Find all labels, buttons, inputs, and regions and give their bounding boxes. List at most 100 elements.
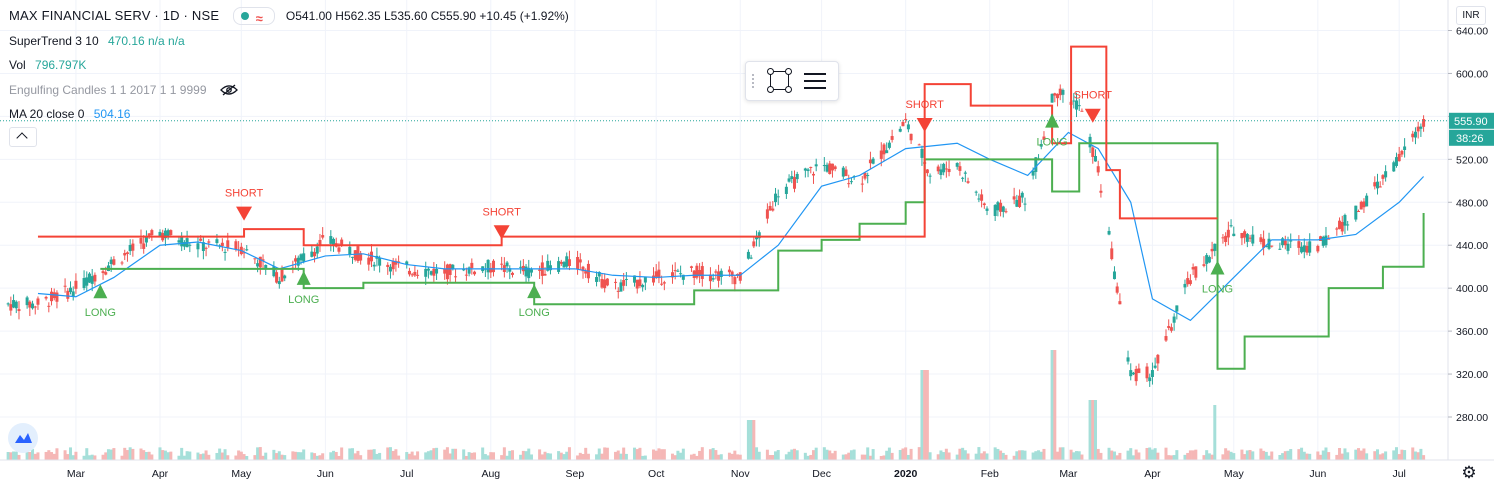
volume-bar bbox=[1183, 454, 1187, 460]
candle-body bbox=[33, 306, 37, 308]
time-tick-label: Sep bbox=[566, 468, 585, 480]
candle-body bbox=[226, 240, 230, 248]
line-style-icon[interactable] bbox=[804, 72, 830, 90]
market-status-pill[interactable]: ≈ bbox=[232, 6, 275, 26]
candle-body bbox=[1270, 245, 1274, 247]
legend-engulfing[interactable]: Engulfing Candles 1 1 2017 1 1 9999 bbox=[9, 78, 569, 103]
volume-bar bbox=[201, 453, 205, 460]
volume-bar bbox=[1378, 454, 1382, 460]
candle-body bbox=[315, 246, 319, 254]
volume-bar bbox=[158, 447, 162, 460]
candle-body bbox=[1153, 365, 1157, 368]
candle-body bbox=[348, 246, 352, 255]
candle-body bbox=[909, 133, 913, 141]
candle-body bbox=[144, 237, 148, 243]
volume-bar bbox=[1400, 449, 1404, 460]
volume-bar bbox=[310, 452, 314, 460]
candle-body bbox=[1346, 224, 1350, 226]
price-tick-label: 320.00 bbox=[1456, 369, 1488, 381]
volume-bar bbox=[1088, 400, 1092, 460]
volume-bar bbox=[500, 455, 504, 460]
candle-body bbox=[955, 162, 959, 167]
candle-body bbox=[1281, 238, 1285, 246]
volume-bar bbox=[470, 452, 474, 460]
time-tick-label: Mar bbox=[1059, 468, 1078, 480]
volume-bar bbox=[313, 453, 317, 460]
volume-bar bbox=[1096, 448, 1100, 460]
volume-bar bbox=[765, 449, 769, 460]
volume-bar bbox=[142, 450, 146, 460]
candle-body bbox=[369, 251, 373, 262]
volume-bar bbox=[546, 453, 550, 460]
candle-body bbox=[508, 268, 512, 272]
volume-bar bbox=[746, 420, 750, 460]
volume-bar bbox=[833, 450, 837, 460]
candle-body bbox=[917, 144, 921, 146]
candle-body bbox=[359, 253, 363, 261]
drawing-toolbar[interactable] bbox=[745, 61, 839, 101]
volume-bar bbox=[1110, 450, 1114, 460]
legend-supertrend[interactable]: SuperTrend 3 10 470.16 n/a n/a bbox=[9, 29, 569, 54]
volume-bar bbox=[521, 450, 525, 460]
candle-body bbox=[1202, 264, 1206, 266]
volume-bar bbox=[1267, 455, 1271, 460]
long-label: LONG bbox=[519, 307, 550, 319]
candle-body bbox=[1232, 233, 1236, 237]
volume-bar bbox=[1015, 451, 1019, 460]
volume-bar bbox=[93, 455, 97, 460]
candle-body bbox=[689, 266, 693, 268]
candle-body bbox=[719, 270, 723, 277]
volume-bar bbox=[1001, 452, 1005, 460]
volume-bar bbox=[974, 453, 978, 460]
candle-body bbox=[1359, 201, 1363, 210]
volume-bar bbox=[36, 452, 40, 460]
currency-label[interactable]: INR bbox=[1456, 6, 1486, 25]
candle-body bbox=[1145, 366, 1149, 379]
candle-body bbox=[416, 274, 420, 276]
candle-body bbox=[643, 277, 647, 283]
candle-body bbox=[890, 136, 894, 140]
legend-ma[interactable]: MA 20 close 0 504.16 bbox=[9, 102, 569, 127]
volume-bar bbox=[1148, 447, 1152, 460]
volume-bar bbox=[852, 449, 856, 460]
volume-bar bbox=[524, 451, 528, 460]
countdown-value: 38:26 bbox=[1456, 133, 1484, 145]
long-arrow-icon bbox=[527, 284, 542, 299]
candle-body bbox=[898, 128, 902, 132]
candle-body bbox=[489, 267, 493, 273]
volume-bar bbox=[616, 450, 620, 460]
rectangle-tool-icon[interactable] bbox=[767, 68, 792, 93]
collapse-legend-button[interactable] bbox=[9, 127, 37, 147]
volume-bar bbox=[752, 420, 756, 460]
candle-body bbox=[258, 256, 262, 268]
volume-bar bbox=[277, 451, 281, 460]
hidden-eye-icon[interactable] bbox=[219, 84, 238, 96]
candle-body bbox=[581, 266, 585, 272]
candle-body bbox=[245, 249, 249, 251]
drag-handle-icon[interactable] bbox=[751, 73, 755, 89]
volume-bar bbox=[1167, 455, 1171, 460]
candle-body bbox=[215, 239, 219, 244]
short-label: SHORT bbox=[1074, 90, 1113, 102]
short-label: SHORT bbox=[225, 188, 264, 200]
volume-bar bbox=[576, 455, 580, 460]
volume-bar bbox=[1264, 451, 1268, 460]
volume-bar bbox=[692, 453, 696, 460]
short-arrow-icon bbox=[916, 118, 933, 133]
candle-body bbox=[66, 290, 70, 299]
symbol-title[interactable]: MAX FINANCIAL SERV · 1D · NSE bbox=[9, 8, 220, 23]
candle-body bbox=[87, 273, 91, 283]
time-tick-label: Oct bbox=[648, 468, 664, 480]
candle-body bbox=[1416, 126, 1420, 132]
volume-bar bbox=[407, 453, 411, 460]
candle-body bbox=[1245, 234, 1249, 242]
candle-body bbox=[657, 269, 661, 279]
gear-icon[interactable]: ⚙ bbox=[1461, 463, 1477, 482]
volume-bar bbox=[809, 454, 813, 460]
indicator-name: SuperTrend 3 10 bbox=[9, 33, 99, 48]
volume-bar bbox=[849, 450, 853, 460]
volume-bar bbox=[581, 453, 585, 460]
volume-bar bbox=[868, 455, 872, 460]
legend-volume[interactable]: Vol 796.797K bbox=[9, 53, 569, 78]
